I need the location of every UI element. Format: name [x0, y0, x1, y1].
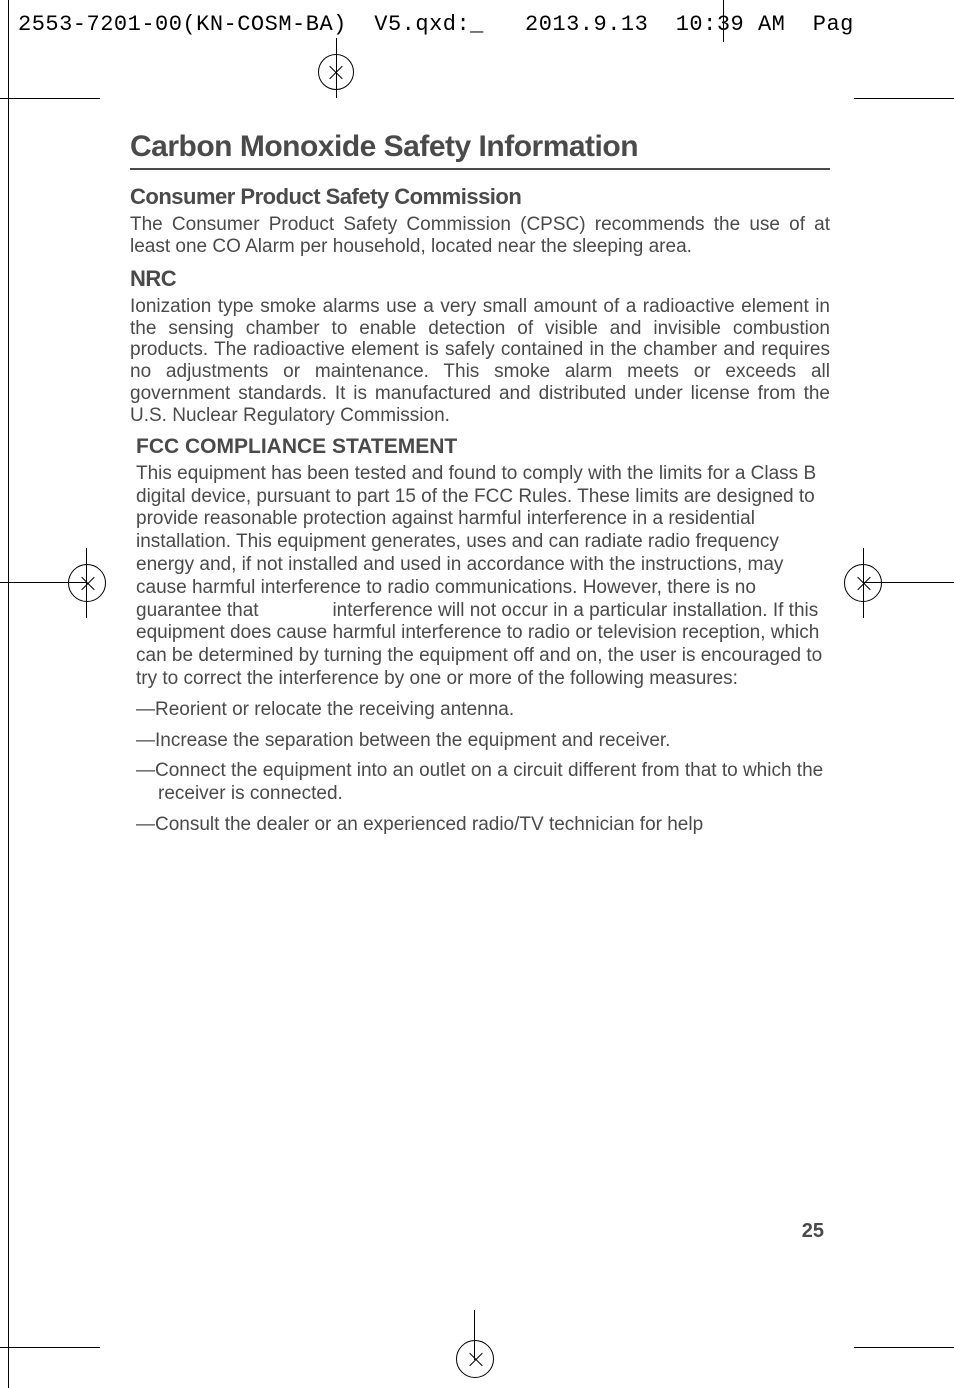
crop-rule-left — [8, 0, 9, 1388]
crop-hline-bot-right — [854, 1347, 954, 1348]
file-time: 10:39 AM — [676, 12, 786, 37]
fcc-bullet-3: —Connect the equipment into an outlet on… — [130, 760, 830, 806]
filename-right: V5.qxd:_ — [374, 12, 484, 37]
registration-mark-bottom — [456, 1340, 494, 1378]
page-number: 25 — [802, 1220, 824, 1243]
fcc-heading: FCC COMPLIANCE STATEMENT — [130, 435, 830, 459]
source-file-header: 2553-7201-00(KN-COSM-BA) V5.qxd:_ 2013.9… — [18, 12, 954, 37]
nrc-heading: NRC — [130, 266, 830, 292]
filename-left: 2553-7201-00(KN-COSM-BA) — [18, 12, 347, 37]
nrc-body: Ionization type smoke alarms use a very … — [130, 296, 830, 427]
cpsc-body: The Consumer Product Safety Commission (… — [130, 214, 830, 258]
fcc-body: This equipment has been tested and found… — [130, 463, 830, 691]
registration-mark-mid-right — [844, 564, 882, 602]
file-tag: Pag — [813, 12, 854, 37]
file-date: 2013.9.13 — [525, 12, 648, 37]
crop-vline-top — [336, 38, 337, 98]
title-rule — [130, 168, 830, 170]
cpsc-heading: Consumer Product Safety Commission — [130, 184, 830, 210]
fcc-bullet-4: —Consult the dealer or an experienced ra… — [130, 814, 830, 837]
crop-hline-top-right — [854, 98, 954, 99]
crop-hline-top-left — [0, 98, 100, 99]
crop-hline-bot-left — [0, 1347, 100, 1348]
fcc-bullet-2: —Increase the separation between the equ… — [130, 730, 830, 753]
page-content: Carbon Monoxide Safety Information Consu… — [130, 130, 830, 845]
fcc-bullet-1: —Reorient or relocate the receiving ante… — [130, 699, 830, 722]
registration-mark-mid-left — [68, 564, 106, 602]
page-title: Carbon Monoxide Safety Information — [130, 130, 830, 164]
